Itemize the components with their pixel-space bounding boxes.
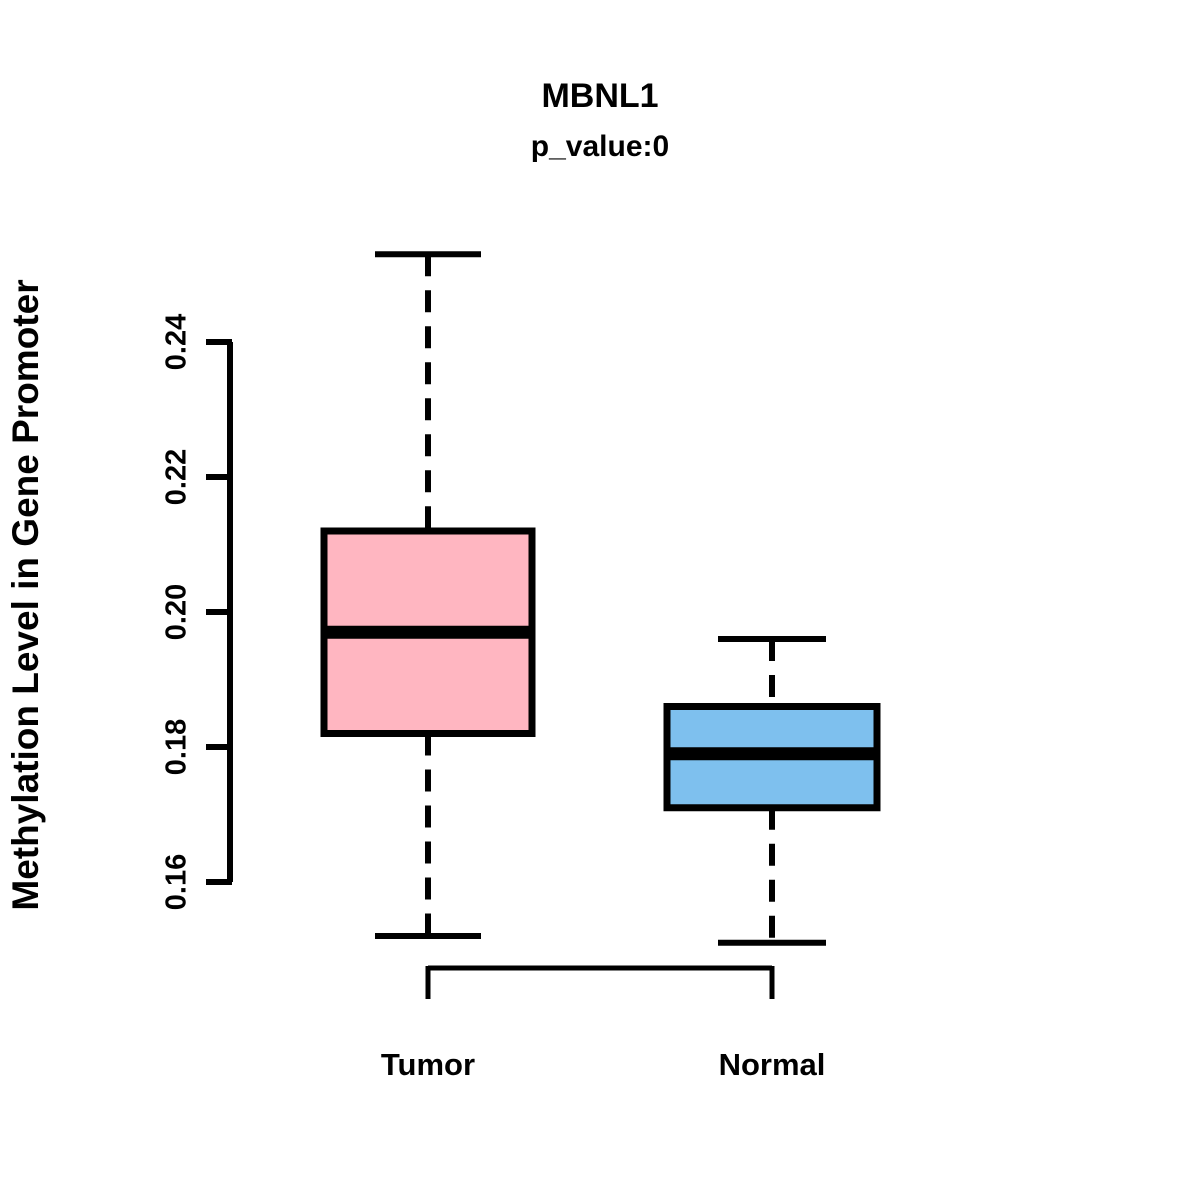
y-tick-label-0: 0.24 [161,314,193,370]
x-axis-label-tumor: Tumor [381,1047,475,1082]
x-axis [425,965,775,999]
y-axis-title: Methylation Level in Gene Promoter [5,279,46,910]
boxplot-box-normal[interactable] [663,636,881,946]
y-axis-tick-labels: 0.24 0.22 0.20 0.18 0.16 [161,314,193,910]
chart-title: MBNL1 [541,77,658,115]
y-tick-label-4: 0.16 [161,854,193,910]
chart-subtitle: p_value:0 [531,130,669,163]
y-tick-label-2: 0.20 [161,584,193,640]
x-axis-label-normal: Normal [719,1047,826,1082]
y-tick-label-1: 0.22 [161,449,193,505]
y-axis [206,339,233,885]
boxplot-box-tumor[interactable] [320,251,536,939]
y-tick-label-3: 0.18 [161,719,193,775]
